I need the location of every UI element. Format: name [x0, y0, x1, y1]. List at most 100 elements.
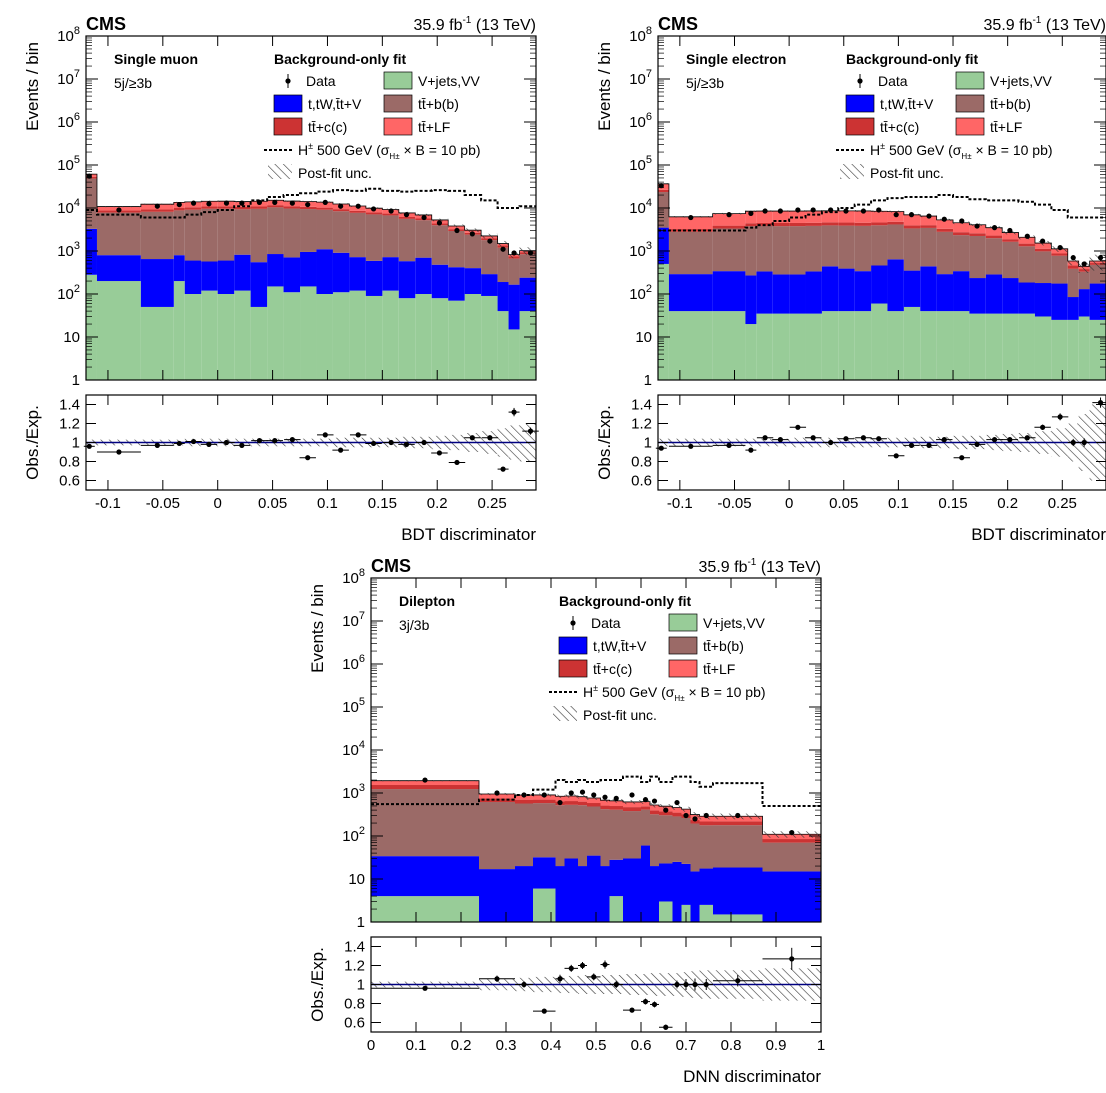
- bar-ttbb: [668, 231, 713, 275]
- y-tick-label: 106: [629, 111, 652, 131]
- bar-ttlf: [854, 210, 872, 223]
- x-axis-title: BDT discriminator: [401, 525, 536, 544]
- bar-vjets: [464, 294, 482, 380]
- fit-label: Background-only fit: [559, 593, 692, 609]
- x-tick-label: 0.05: [258, 495, 287, 512]
- bar-ttbb: [1034, 251, 1052, 284]
- bar-ttbb: [398, 218, 416, 262]
- data-point: [843, 208, 849, 214]
- ratio-point: [541, 1008, 547, 1014]
- bar-single_top: [464, 268, 482, 294]
- unc-band: [658, 183, 669, 185]
- data-point: [1007, 227, 1013, 234]
- ratio-point: [355, 432, 361, 438]
- ratio-axis-title: Obs./Exp.: [23, 405, 42, 480]
- bar-single_top: [623, 858, 641, 922]
- bar-vjets: [903, 306, 921, 380]
- ratio-point: [370, 440, 377, 447]
- x-tick-label: 0.4: [541, 1037, 562, 1054]
- unc-band: [448, 224, 465, 228]
- bar-ttlf: [650, 805, 659, 811]
- data-point: [223, 200, 230, 206]
- bar-ttcc: [762, 839, 821, 843]
- bar-vjets: [250, 306, 268, 380]
- bar-ttbb: [641, 809, 650, 846]
- bar-single_top: [659, 863, 673, 902]
- bar-single_top: [497, 282, 509, 312]
- ratio-point: [860, 435, 867, 441]
- y-tick-label: 102: [57, 283, 80, 303]
- bar-vjets: [415, 294, 432, 380]
- ratio-y-tick-label: 1.2: [59, 416, 80, 433]
- x-tick-label: 0.6: [631, 1037, 652, 1054]
- y-tick-label: 10: [348, 871, 365, 888]
- x-tick-label: 0.25: [1048, 495, 1077, 512]
- ratio-point: [941, 437, 947, 443]
- ratio-point: [527, 428, 534, 434]
- data-point: [1070, 255, 1076, 261]
- y-tick-label: 10: [635, 329, 652, 346]
- bar-ttcc: [650, 810, 659, 815]
- experiment-label: CMS: [371, 556, 411, 576]
- legend-label-single_top: t,tW,t̄t+V: [880, 96, 934, 112]
- legend-unc-swatch: [553, 706, 577, 721]
- data-point: [828, 207, 834, 213]
- bar-ttlf: [448, 225, 465, 230]
- panel-single-muon: 1 10 102 103 104 105 106 107 108 0.6 0.8 1 1.2 1.4 -0.…: [23, 14, 539, 544]
- bar-ttcc: [745, 223, 757, 227]
- bar-single_top: [1034, 283, 1052, 317]
- data-point: [692, 816, 698, 822]
- bar-vjets: [936, 311, 954, 380]
- bar-ttbb: [903, 228, 921, 271]
- ratio-point: [521, 981, 527, 988]
- bar-vjets: [371, 896, 479, 922]
- unc-band: [415, 213, 432, 217]
- bar-ttbb: [1067, 268, 1079, 298]
- lumi-label: 35.9 fb-1 (13 TeV): [414, 15, 536, 34]
- y-tick-label: 1: [72, 372, 80, 389]
- data-point: [658, 183, 664, 189]
- bar-ttbb: [349, 212, 366, 258]
- y-tick-label: 103: [57, 240, 80, 260]
- bar-ttcc: [217, 206, 235, 209]
- bar-single_top: [234, 254, 251, 291]
- ratio-point: [272, 438, 278, 444]
- bar-ttlf: [805, 210, 822, 223]
- bar-single_top: [283, 257, 301, 293]
- ratio-point: [893, 453, 899, 459]
- legend-label-ttbb: tt̄+b(b): [418, 96, 459, 112]
- bar-vjets: [1051, 319, 1068, 380]
- bar-ttcc: [821, 222, 839, 226]
- x-tick-label: 0.8: [721, 1037, 742, 1054]
- bar-single_top: [672, 861, 682, 922]
- bar-ttcc: [871, 222, 888, 226]
- bar-single_top: [871, 265, 888, 304]
- bar-ttcc: [515, 799, 533, 804]
- signal-line: [86, 187, 536, 219]
- ratio-point: [726, 442, 732, 448]
- data-point: [810, 207, 816, 213]
- bar-ttlf: [903, 214, 921, 226]
- ratio-point: [613, 981, 619, 988]
- bar-ttbb: [600, 809, 610, 867]
- legend-label-ttbb: tt̄+b(b): [703, 638, 744, 654]
- y-tick-label: 107: [342, 610, 365, 630]
- data-point: [789, 829, 795, 836]
- ratio-point: [674, 981, 680, 988]
- y-tick-label: 108: [342, 567, 365, 587]
- bar-ttbb: [316, 209, 333, 250]
- ratio-point: [494, 976, 500, 982]
- legend-label-single_top: t,tW,t̄t+V: [308, 96, 362, 112]
- y-tick-label: 105: [57, 154, 80, 174]
- bar-ttbb: [173, 210, 185, 256]
- bar-single_top: [267, 254, 284, 287]
- bar-ttcc: [234, 206, 251, 210]
- legend-swatch-vjets: [383, 71, 413, 90]
- data-point: [860, 208, 867, 214]
- data-point: [926, 213, 932, 219]
- unc-band: [300, 200, 317, 203]
- ratio-y-tick-label: 1: [357, 977, 365, 994]
- data-point: [674, 799, 680, 806]
- x-axis-title: BDT discriminator: [971, 525, 1106, 544]
- legend-unc-swatch: [268, 164, 292, 179]
